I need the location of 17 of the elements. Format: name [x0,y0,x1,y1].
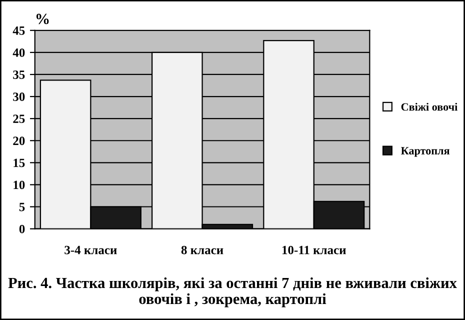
x-tick-label: 10-11 класи [282,246,346,254]
legend-label: Свіжі овочі [401,102,458,111]
y-tick-label: 25 [13,114,25,124]
legend-label: Картопля [400,147,450,157]
y-tick-label: 15 [14,158,25,168]
y-tick-label: 35 [13,70,25,79]
x-tick-label: 3-4 класи [64,246,117,254]
x-tick-label: 8 класи [181,246,224,254]
y-tick-label: 0 [19,224,25,234]
y-tick-label: 40 [12,48,25,57]
text: Рис. 4. Частка школярів, які за останні 7 днів не вживали свіжих овочів і , зокрема, картоплі [8,277,457,308]
y-axis-title: % [36,14,49,24]
y-tick-label: 20 [13,136,25,146]
y-tick-label: 45 [12,26,25,35]
y-tick-label: 5 [19,202,25,212]
y-tick-label: 10 [14,180,25,190]
y-tick-label: 30 [13,92,25,101]
